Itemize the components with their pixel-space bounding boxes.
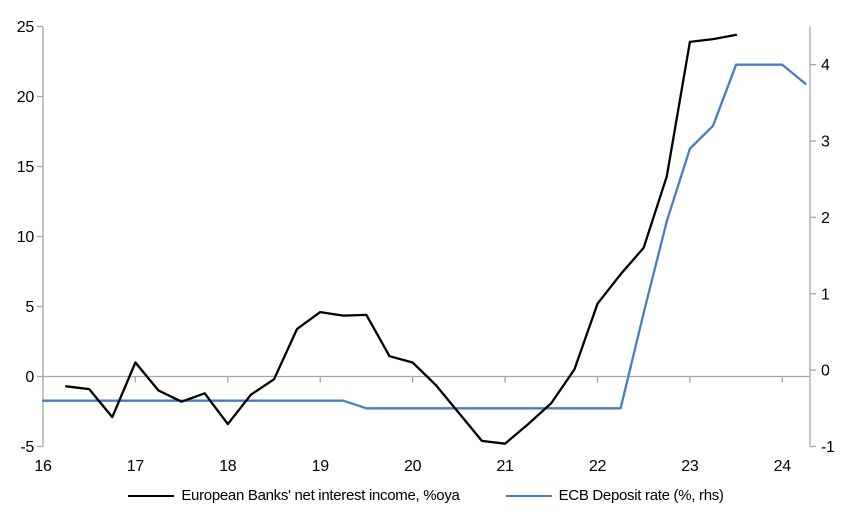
legend: European Banks' net interest income, %oy…: [0, 487, 852, 504]
legend-line-sample-ecb-deposit-rate: [505, 494, 552, 497]
x-axis-tick-label: 16: [34, 458, 52, 475]
right-axis-tick-label: -1: [821, 439, 835, 456]
series-line-nii: [64, 33, 738, 445]
x-axis-tick-label: 20: [404, 458, 422, 475]
right-axis-tick-label: 1: [821, 286, 830, 303]
left-axis-tick-label: 20: [17, 89, 35, 106]
left-axis-tick-label: 25: [17, 19, 35, 36]
legend-item-nii: European Banks' net interest income, %oy…: [128, 487, 460, 504]
x-axis-tick-label: 17: [127, 458, 145, 475]
left-axis-tick-label: 15: [17, 159, 35, 176]
x-axis-tick-label: 21: [496, 458, 514, 475]
right-axis-tick-label: 3: [821, 134, 830, 151]
right-axis-tick-label: 2: [821, 210, 830, 227]
right-axis-tick-label: 0: [821, 363, 830, 380]
left-axis-tick-label: -5: [20, 439, 34, 456]
x-axis-tick-label: 19: [312, 458, 330, 475]
legend-label-nii: European Banks' net interest income, %oy…: [181, 487, 460, 504]
legend-line-sample-nii: [128, 494, 175, 497]
x-axis-tick-label: 18: [219, 458, 237, 475]
left-axis-tick-label: 10: [17, 229, 35, 246]
x-axis-tick-label: 23: [681, 458, 699, 475]
x-axis-tick-label: 22: [589, 458, 607, 475]
series-line-ecb-deposit-rate: [41, 63, 807, 410]
legend-label-ecb-deposit-rate: ECB Deposit rate (%, rhs): [558, 487, 724, 504]
x-axis-tick-label: 24: [774, 458, 792, 475]
left-axis-tick-label: 0: [25, 369, 34, 386]
right-axis-tick-label: 4: [821, 57, 830, 74]
left-axis-tick-label: 5: [25, 299, 34, 316]
legend-item-ecb-deposit-rate: ECB Deposit rate (%, rhs): [505, 487, 724, 504]
